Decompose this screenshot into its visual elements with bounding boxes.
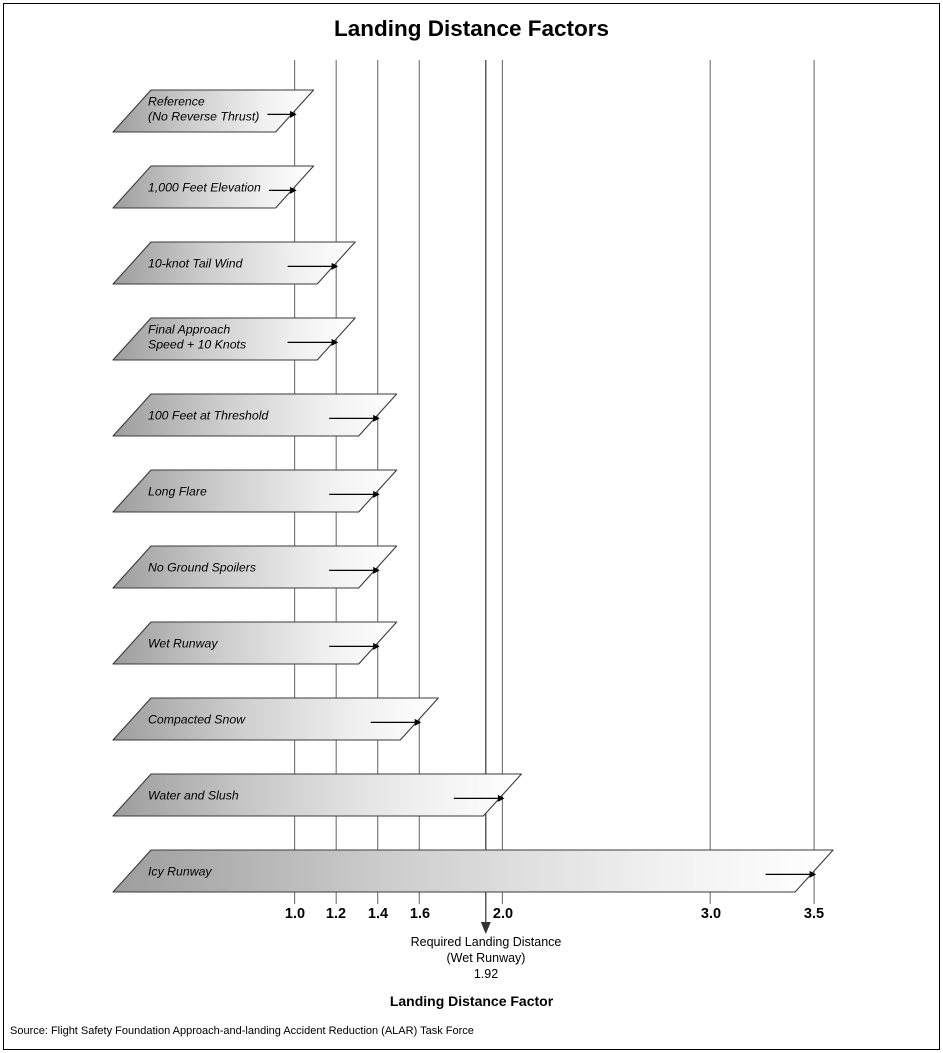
svg-text:(No Reverse Thrust): (No Reverse Thrust) [148,110,259,124]
svg-text:Long Flare: Long Flare [148,485,207,499]
svg-text:Icy Runway: Icy Runway [148,865,212,879]
svg-text:Speed + 10 Knots: Speed + 10 Knots [148,338,246,352]
svg-text:Reference: Reference [148,95,205,109]
svg-text:10-knot Tail Wind: 10-knot Tail Wind [148,257,244,271]
svg-text:Final Approach: Final Approach [148,323,230,337]
svg-text:Wet Runway: Wet Runway [148,637,218,651]
svg-text:No Ground Spoilers: No Ground Spoilers [148,561,256,575]
svg-text:100 Feet at Threshold: 100 Feet at Threshold [148,409,269,423]
svg-text:1,000 Feet Elevation: 1,000 Feet Elevation [148,181,261,195]
svg-text:Compacted Snow: Compacted Snow [148,713,246,727]
svg-text:Water and Slush: Water and Slush [148,789,239,803]
